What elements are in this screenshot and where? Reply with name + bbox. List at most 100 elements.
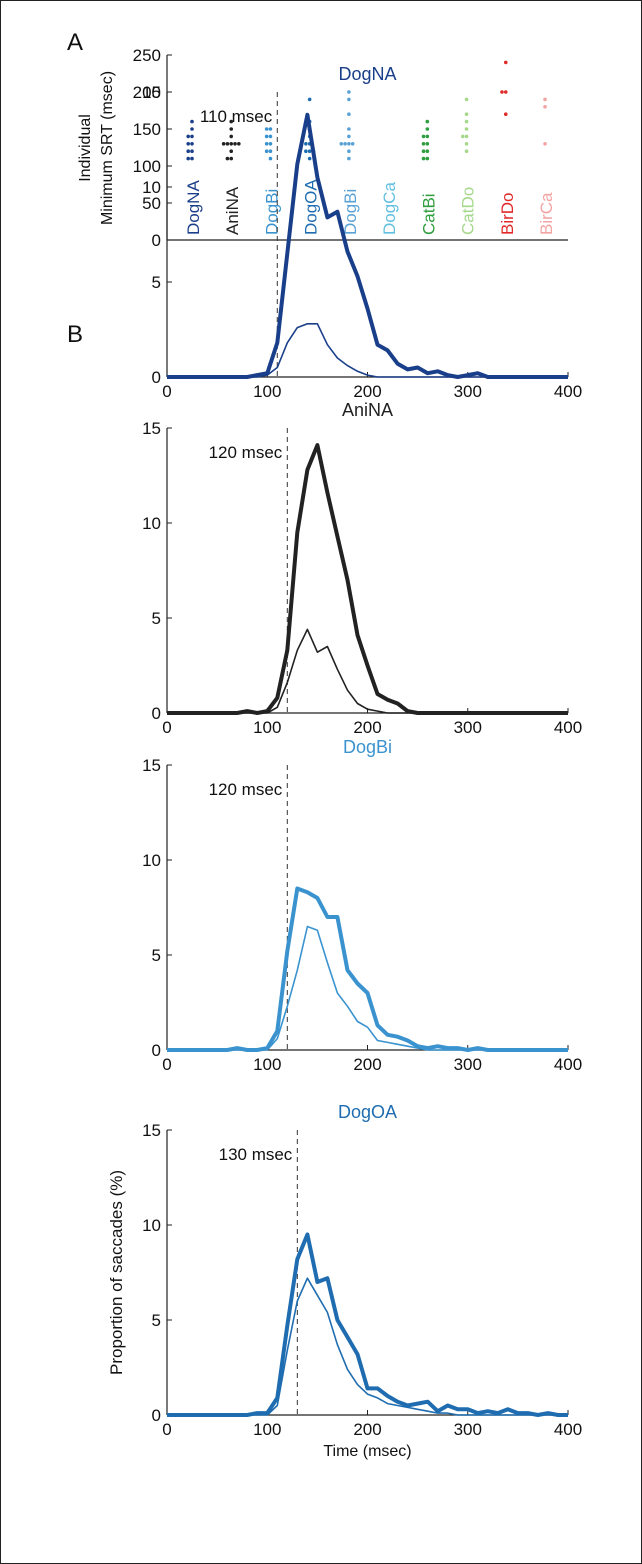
panel-a-point bbox=[464, 134, 469, 139]
histogram-xlabel: Time (msec) bbox=[323, 1443, 411, 1460]
panel-a-point bbox=[500, 90, 504, 94]
panel-a-point bbox=[186, 134, 190, 139]
panel-a-point bbox=[421, 156, 426, 161]
panel-a-point bbox=[347, 127, 351, 131]
panel-a-point bbox=[425, 119, 430, 124]
panel-a-point bbox=[229, 119, 234, 124]
panel-a-point bbox=[421, 149, 426, 153]
panel-a-label: A bbox=[67, 29, 83, 56]
histogram-x-tick-label: 400 bbox=[554, 718, 582, 737]
histogram-panel: DogNA 0 5 10 15 0 100 200 300 400 110 msec bbox=[142, 64, 582, 401]
histogram-x-tick-label: 100 bbox=[253, 1420, 281, 1439]
histogram-y-tick-label: 5 bbox=[152, 609, 161, 628]
panel-a-y-tick-label: 150 bbox=[133, 120, 161, 139]
series-line-thin bbox=[167, 1277, 568, 1416]
series-line-bold bbox=[167, 112, 568, 379]
histogram-x-tick-label: 300 bbox=[454, 1055, 482, 1074]
panel-a-point bbox=[425, 134, 430, 139]
panel-a-point bbox=[347, 112, 351, 116]
histogram-x-tick-label: 100 bbox=[253, 718, 281, 737]
histogram-x-tick-label: 100 bbox=[253, 1055, 281, 1074]
panel-a-point bbox=[186, 142, 190, 146]
panel-a-point bbox=[225, 156, 230, 161]
series-line-bold bbox=[167, 886, 568, 1052]
panel-a-point bbox=[268, 127, 273, 131]
histogram-y-tick-label: 15 bbox=[142, 419, 161, 438]
panel-a-point bbox=[190, 142, 194, 146]
series-line-bold bbox=[167, 1232, 568, 1417]
panel-a-point bbox=[190, 149, 194, 153]
histogram-x-tick-label: 200 bbox=[353, 1420, 381, 1439]
panel-a-point bbox=[233, 142, 237, 146]
panel-a-point bbox=[268, 149, 273, 153]
category-label: DogBi bbox=[262, 189, 281, 235]
histogram-title: DogBi bbox=[343, 737, 392, 757]
series-line-thin bbox=[167, 322, 568, 378]
histogram-y-tick-label: 0 bbox=[152, 1041, 161, 1060]
histogram-y-tick-label: 5 bbox=[152, 1311, 161, 1330]
histogram-x-tick-label: 300 bbox=[454, 1420, 482, 1439]
histogram-x-tick-label: 100 bbox=[253, 382, 281, 401]
panel-a-point bbox=[464, 127, 469, 131]
panel-a-point bbox=[347, 156, 351, 161]
category-label: BirCa bbox=[537, 192, 556, 235]
threshold-label: 130 msec bbox=[219, 1145, 293, 1164]
panel-a-point bbox=[347, 134, 351, 139]
panel-a-point bbox=[421, 142, 426, 146]
histogram-x-tick-label: 0 bbox=[162, 382, 171, 401]
panel-a-point bbox=[421, 134, 426, 139]
panel-a-point bbox=[225, 142, 230, 146]
panel-a-point bbox=[307, 97, 312, 102]
histogram-x-tick-label: 300 bbox=[454, 718, 482, 737]
panel-a-point bbox=[343, 142, 347, 146]
panel-a-point bbox=[190, 119, 194, 124]
histogram-x-tick-label: 400 bbox=[554, 382, 582, 401]
panel-a-point bbox=[229, 127, 234, 131]
panel-a-point bbox=[264, 142, 269, 146]
panel-a-point bbox=[264, 149, 269, 153]
panel-a-point bbox=[347, 90, 351, 94]
panel-a-point bbox=[425, 142, 430, 146]
histogram-y-tick-label: 15 bbox=[142, 1121, 161, 1140]
panel-a-point bbox=[190, 156, 194, 161]
panel-a-point bbox=[503, 60, 508, 65]
histogram-y-tick-label: 10 bbox=[142, 178, 161, 197]
panel-a-point bbox=[347, 142, 351, 146]
panel-a-point bbox=[425, 149, 430, 153]
category-label: DogNA bbox=[184, 180, 203, 235]
histogram-ylabel: Proportion of saccades (%) bbox=[107, 1170, 126, 1375]
panel-a-point bbox=[464, 119, 469, 124]
panel-a-point bbox=[425, 127, 430, 131]
series-line-thin bbox=[167, 925, 568, 1051]
histogram-x-tick-label: 0 bbox=[162, 718, 171, 737]
panel-a-point bbox=[268, 156, 273, 161]
panel-a-point bbox=[237, 142, 241, 146]
category-label: DogOA bbox=[302, 179, 321, 235]
panel-a-point bbox=[464, 142, 469, 146]
panel-a-point bbox=[221, 142, 226, 146]
panel-a-point bbox=[264, 127, 269, 131]
histogram-y-tick-label: 5 bbox=[152, 946, 161, 965]
histogram-y-tick-label: 10 bbox=[142, 851, 161, 870]
histogram-y-tick-label: 10 bbox=[142, 1216, 161, 1235]
threshold-label: 120 msec bbox=[209, 443, 283, 462]
threshold-label: 120 msec bbox=[209, 780, 283, 799]
histogram-x-tick-label: 400 bbox=[554, 1055, 582, 1074]
panel-b-label: B bbox=[67, 321, 83, 348]
histogram-title: AniNA bbox=[342, 400, 393, 420]
panel-a-point bbox=[186, 149, 190, 153]
category-label: DogBi bbox=[341, 189, 360, 235]
panel-a-point bbox=[268, 134, 273, 139]
panel-a-y-tick-label: 0 bbox=[152, 231, 161, 250]
histogram-x-tick-label: 200 bbox=[353, 382, 381, 401]
histogram-y-tick-label: 10 bbox=[142, 514, 161, 533]
panel-a-point bbox=[190, 127, 194, 131]
panel-a-point bbox=[190, 134, 194, 139]
category-label: AniNA bbox=[223, 186, 242, 235]
histogram-x-tick-label: 0 bbox=[162, 1055, 171, 1074]
threshold-label: 110 msec bbox=[200, 107, 273, 126]
histogram-y-tick-label: 15 bbox=[142, 83, 161, 102]
